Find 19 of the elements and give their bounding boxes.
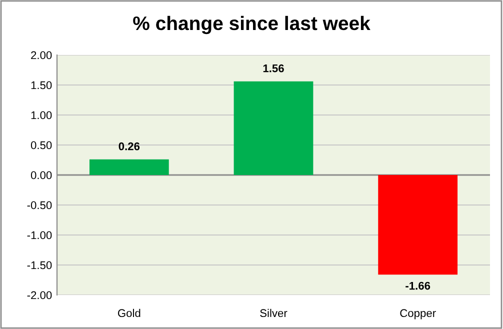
y-tick-label: 1.50 [31, 81, 52, 90]
bar [378, 175, 458, 275]
y-tick-label: 2.00 [31, 51, 52, 60]
chart-title: % change since last week [133, 16, 370, 34]
y-tick-label: -2.00 [27, 291, 52, 300]
y-tick-label: 0.50 [30, 141, 52, 150]
x-tick-label: Silver [260, 308, 288, 318]
x-tick-label: Copper [400, 309, 436, 320]
y-tick-label: 1.00 [31, 111, 52, 120]
y-tick-label: -1.50 [27, 261, 52, 270]
data-label: 1.56 [263, 64, 284, 72]
bar [89, 159, 169, 175]
y-tick-label: -0.50 [27, 201, 52, 210]
x-tick-label: Gold [118, 308, 140, 318]
data-label: 0.26 [118, 142, 140, 150]
y-tick-label: 0.00 [30, 171, 52, 180]
y-tick-label: -1.00 [27, 231, 52, 240]
bar [234, 81, 314, 175]
data-label: -1.66 [406, 282, 430, 290]
